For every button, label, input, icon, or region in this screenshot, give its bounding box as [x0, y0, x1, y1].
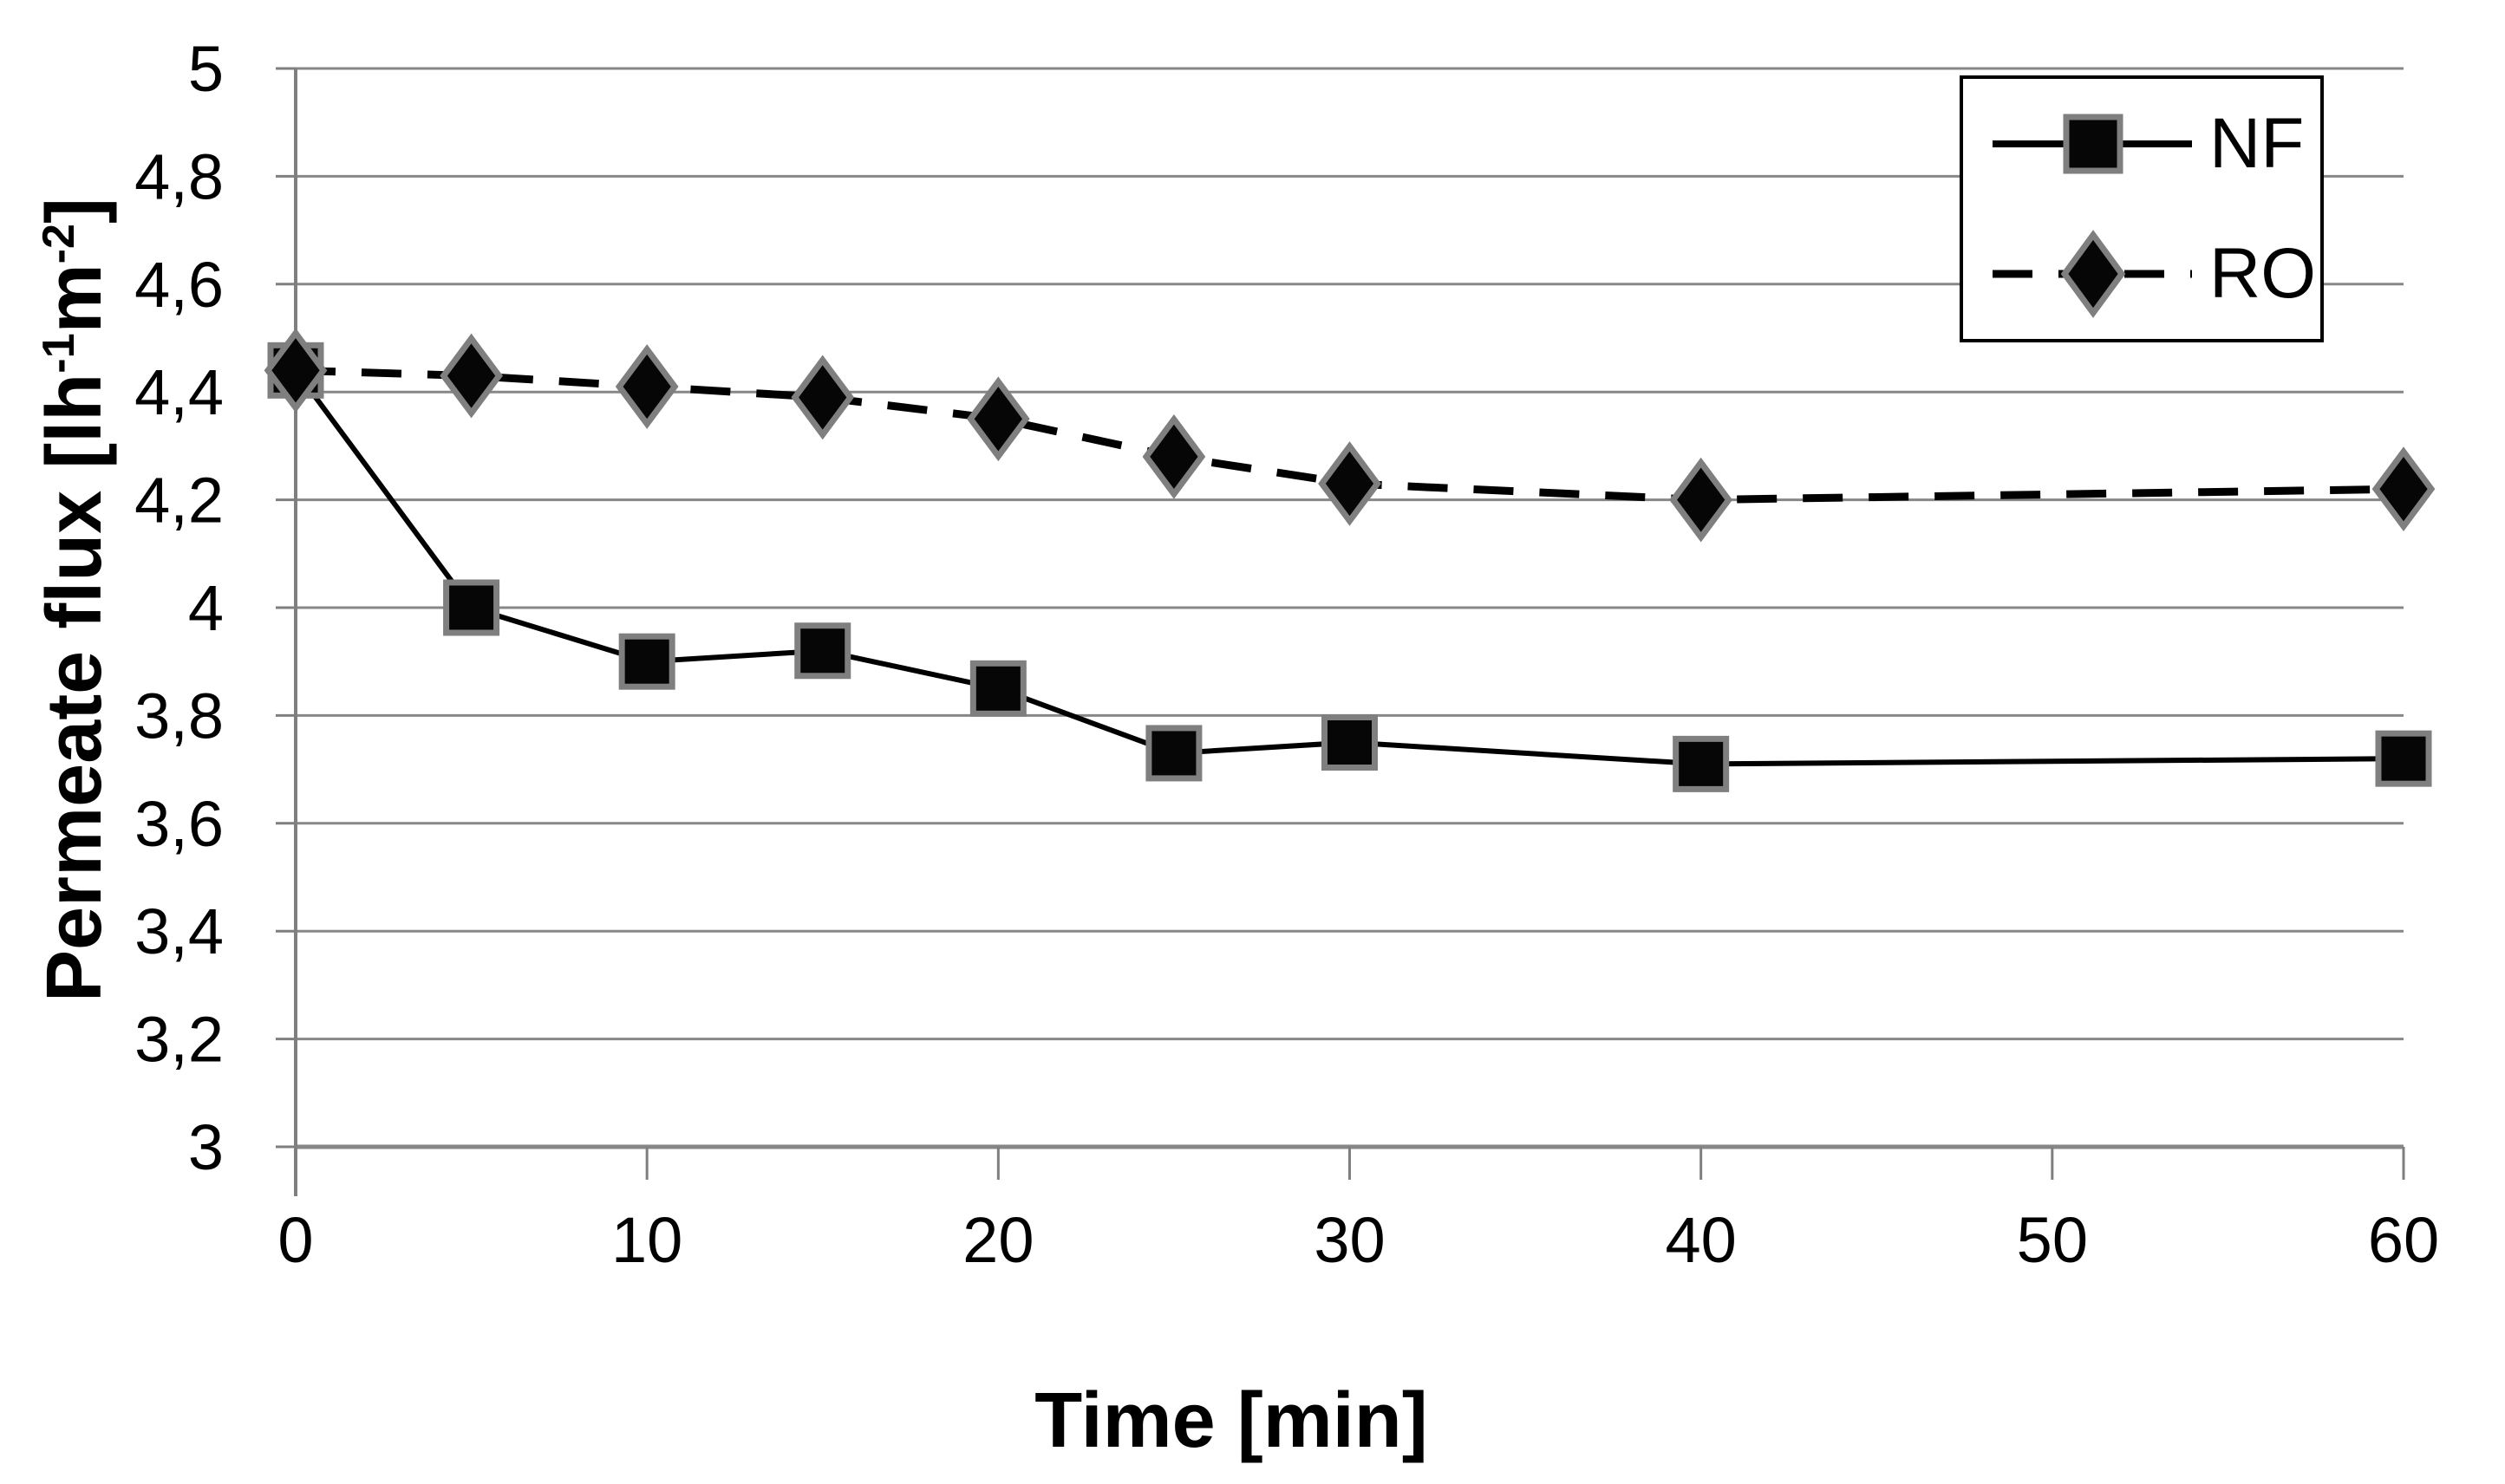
x-tick-label: 40: [1666, 1204, 1737, 1276]
marker-ro: [264, 328, 328, 413]
marker-nf: [1321, 714, 1378, 771]
legend-entry-ro: RO: [1993, 209, 2320, 339]
marker-ro: [1142, 413, 1206, 499]
marker-ro: [1669, 457, 1733, 543]
x-tick-label: 10: [611, 1204, 682, 1276]
marker-ro: [440, 333, 503, 419]
legend-entry-nf: NF: [1993, 79, 2320, 209]
marker-ro: [966, 376, 1030, 462]
nf-line-sample-icon: [1993, 114, 2192, 174]
y-tick-label: 3,4: [134, 895, 224, 967]
y-axis-title-text2: m: [31, 264, 118, 334]
marker-nf: [443, 579, 500, 636]
y-tick-label: 5: [188, 33, 224, 105]
y-tick-label: 3,2: [134, 1004, 224, 1076]
y-tick-label: 4,4: [134, 356, 224, 428]
x-tick-label: 50: [2017, 1204, 2088, 1276]
marker-ro: [2371, 446, 2436, 532]
series-line-ro: [295, 366, 2404, 504]
x-tick-label: 30: [1314, 1204, 1385, 1276]
marker-nf: [794, 622, 851, 680]
y-axis-title-text: Permeate flux [lh: [31, 373, 118, 1003]
y-axis-title: Permeate flux [lh-1m-2]: [17, 166, 118, 1033]
x-tick-label: 0: [277, 1204, 313, 1276]
x-axis-title: Time [min]: [1034, 1377, 1428, 1464]
y-tick-label: 4,8: [134, 140, 224, 212]
y-tick-label: 3,8: [134, 680, 224, 752]
marker-nf: [2375, 730, 2432, 787]
y-tick-label: 4,6: [134, 249, 224, 321]
marker-nf: [1145, 725, 1203, 782]
marker-ro: [791, 355, 855, 440]
marker-nf: [969, 660, 1027, 717]
x-tick-label: 20: [962, 1204, 1034, 1276]
ro-line-sample-icon: [1993, 230, 2192, 318]
marker-ro: [1318, 441, 1381, 526]
legend: NF RO: [1960, 75, 2324, 342]
y-tick-label: 4: [188, 572, 224, 644]
x-tick-label: 60: [2368, 1204, 2439, 1276]
y-axis-title-sup2: -2: [34, 223, 84, 264]
marker-ro: [615, 344, 679, 429]
legend-label-nf: NF: [2209, 104, 2305, 183]
marker-nf: [1673, 735, 1730, 792]
series-line-nf: [293, 368, 2404, 767]
marker-nf: [618, 633, 675, 690]
y-axis-title-text3: ]: [31, 197, 118, 224]
y-tick-label: 3: [188, 1111, 224, 1183]
y-tick-label: 3,6: [134, 788, 224, 860]
legend-label-ro: RO: [2209, 234, 2316, 313]
y-axis-title-sup1: -1: [34, 333, 84, 374]
y-tick-label: 4,2: [134, 465, 224, 537]
